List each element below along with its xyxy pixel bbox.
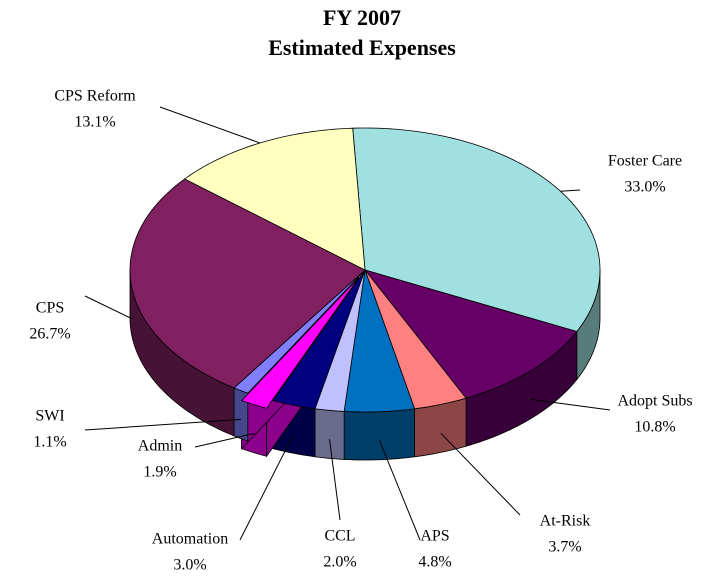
slice [364,269,467,410]
slice [240,277,360,409]
slice-label: Foster Care [608,153,682,170]
slice-label: APS [420,528,449,545]
leader-line [84,418,241,431]
slice-side [343,408,415,461]
slice [363,269,578,399]
slice-label: At-Risk [540,513,591,530]
value-label: 2.0% [323,554,356,571]
value-label: 1.9% [143,464,176,481]
slice [129,178,366,389]
leader-line [84,295,133,320]
value-label: 3.0% [173,557,206,573]
slice-label: CCL [324,528,355,545]
leader-line [530,398,611,411]
leader-line [560,189,581,192]
slice-label: Automation [152,531,228,548]
slice-label: Adopt Subs [617,393,692,410]
slice [343,269,416,413]
leader-line [329,439,341,521]
value-label: 13.1% [74,114,115,131]
value-label: 4.8% [418,554,451,571]
leader-line [159,106,261,144]
slice [272,269,366,410]
value-label: 26.7% [29,326,70,343]
value-label: 3.7% [548,539,581,556]
value-label: 10.8% [634,419,675,436]
value-label: 1.1% [33,434,66,451]
leader-line [194,432,255,448]
leader-line [379,440,421,541]
chart-subtitle: Estimated Expenses [268,35,456,60]
slice-label: CPS [36,300,64,317]
slice-label: SWI [35,408,64,425]
slice-label: Admin [138,438,182,455]
leader-line [440,432,521,516]
slice-side [314,408,345,460]
leader-line [239,433,295,541]
value-label: 33.0% [624,179,665,196]
slice-label: CPS Reform [54,88,136,105]
chart-title: FY 2007 [323,5,401,30]
